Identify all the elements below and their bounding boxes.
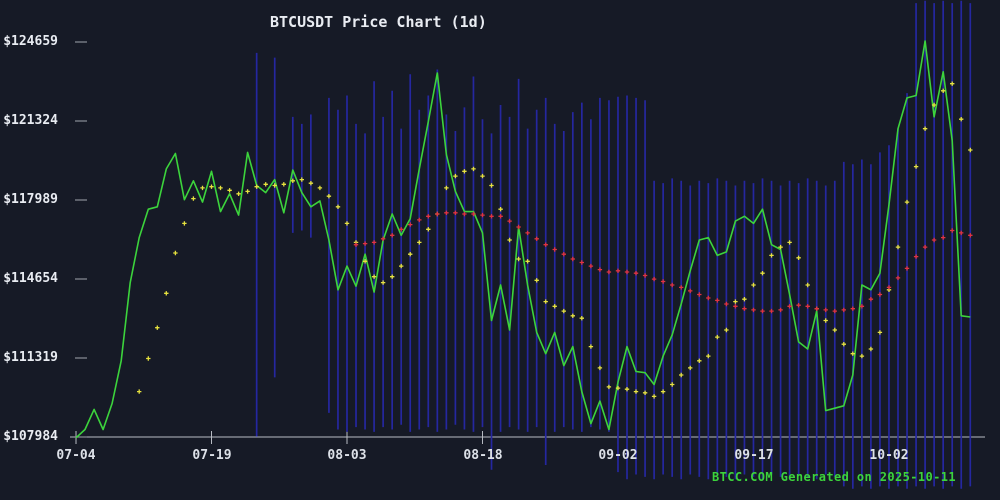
x-axis: [70, 431, 985, 444]
x-axis-tick-label: 07-19: [192, 448, 232, 463]
btc-close-price: [75, 40, 971, 439]
x-axis-tick-label: 07-04: [56, 448, 96, 463]
x-axis-tick-label: 10-02: [869, 448, 909, 463]
y-axis-ticks: [75, 41, 87, 438]
long-ma-dots: [353, 210, 973, 314]
y-axis-tick-label: $114654: [3, 271, 58, 286]
short-ma-dots: [137, 81, 973, 399]
y-axis-tick-label: $107984: [3, 429, 58, 444]
y-axis-tick-label: $111319: [3, 350, 58, 365]
y-axis-tick-label: $117989: [3, 192, 58, 207]
y-axis-tick-label: $124659: [3, 34, 58, 49]
x-axis-tick-label: 08-03: [327, 448, 367, 463]
x-axis-tick-label: 09-02: [598, 448, 638, 463]
watermark: BTCC.COM Generated on 2025-10-11: [712, 470, 956, 484]
chart-title: BTCUSDT Price Chart (1d): [270, 13, 487, 31]
y-axis-tick-label: $121324: [3, 113, 58, 128]
x-axis-tick-label: 09-17: [734, 448, 774, 463]
volume-bars-layer: [255, 0, 972, 489]
x-axis-tick-label: 08-18: [463, 448, 503, 463]
